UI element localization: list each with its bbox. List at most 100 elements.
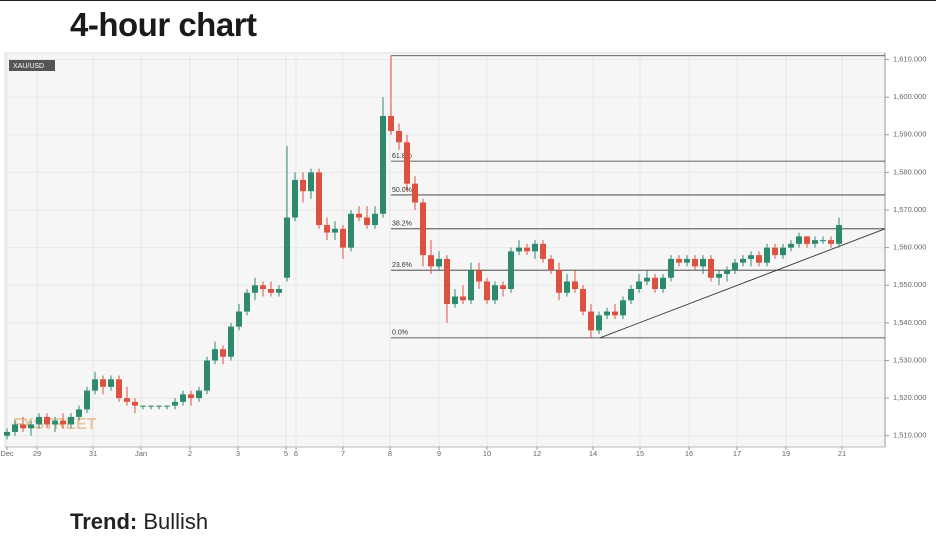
candle-body <box>460 296 466 301</box>
y-tick-label: 1,610.000 <box>893 55 926 64</box>
candle-body <box>388 115 394 131</box>
x-tick-label: 17 <box>733 449 741 458</box>
x-tick-label: Dec <box>0 449 14 458</box>
candle-body <box>300 179 306 192</box>
x-tick-label: 7 <box>341 449 345 458</box>
candle-body <box>556 270 562 293</box>
candle-body <box>284 217 290 278</box>
fib-label: 0.0% <box>392 330 408 337</box>
candle-body <box>628 289 634 301</box>
candle-body <box>204 360 210 391</box>
candle-body <box>404 142 410 184</box>
candle-body <box>620 300 626 316</box>
fib-label: 38.2% <box>392 221 412 228</box>
candle-body <box>796 236 802 244</box>
candle-body <box>732 262 738 271</box>
candle-body <box>268 289 274 293</box>
candle-body <box>660 277 666 289</box>
candle-body <box>364 217 370 226</box>
candle-body <box>68 416 74 425</box>
candle-body <box>44 416 50 425</box>
x-tick-label: 10 <box>483 449 491 458</box>
candle-body <box>612 311 618 316</box>
candle-body <box>164 405 170 407</box>
y-tick-label: 1,590.000 <box>893 130 926 139</box>
candle-body <box>468 270 474 301</box>
candle-body <box>188 394 194 399</box>
candle-body <box>308 172 314 192</box>
candle-body <box>692 258 698 267</box>
candle-body <box>836 225 842 244</box>
y-tick-label: 1,520.000 <box>893 393 926 402</box>
candle-body <box>500 285 506 289</box>
x-tick-label: 9 <box>437 449 441 458</box>
x-tick-label: 5 <box>284 449 288 458</box>
y-tick-label: 1,510.000 <box>893 431 926 440</box>
candle-body <box>604 311 610 316</box>
candle-body <box>156 405 162 407</box>
y-tick-label: 1,550.000 <box>893 280 926 289</box>
candle-body <box>444 258 450 305</box>
candle-body <box>492 285 498 301</box>
candle-body <box>652 277 658 289</box>
candle-body <box>340 228 346 248</box>
x-tick-label: 8 <box>388 449 392 458</box>
candle-body <box>244 292 250 312</box>
candle-body <box>324 225 330 233</box>
candle-body <box>804 236 810 244</box>
candle-body <box>132 401 138 406</box>
candle-body <box>564 281 570 293</box>
candle-body <box>196 390 202 399</box>
candle-body <box>372 213 378 226</box>
plot-background <box>4 52 886 448</box>
candle-body <box>548 258 554 271</box>
x-tick-label: 21 <box>838 449 846 458</box>
candle-body <box>772 247 778 256</box>
candle-body <box>236 311 242 327</box>
x-tick-label: 12 <box>533 449 541 458</box>
candle-body <box>12 424 18 432</box>
candle-body <box>276 289 282 293</box>
candle-body <box>708 258 714 278</box>
candle-body <box>596 315 602 331</box>
candle-body <box>516 247 522 252</box>
candle-body <box>676 258 682 263</box>
candle-body <box>380 115 386 214</box>
candle-body <box>172 401 178 406</box>
candle-body <box>292 179 298 218</box>
candle-body <box>212 349 218 361</box>
candle-body <box>828 240 834 244</box>
fib-label: 61.8% <box>392 153 412 160</box>
candle-body <box>580 289 586 312</box>
y-tick-label: 1,570.000 <box>893 205 926 214</box>
candle-body <box>348 213 354 248</box>
x-tick-label: 16 <box>685 449 693 458</box>
candle-body <box>124 398 130 402</box>
candle-body <box>508 251 514 289</box>
y-tick-label: 1,540.000 <box>893 318 926 327</box>
candle-body <box>764 247 770 263</box>
candle-body <box>20 424 26 429</box>
candle-body <box>452 296 458 305</box>
candle-body <box>532 243 538 252</box>
candle-body <box>436 258 442 267</box>
candle-body <box>524 247 530 252</box>
chart: XAU/USD FXSTREET 1,510.0001,520.0001,530… <box>0 52 926 458</box>
trend-value: Bullish <box>143 509 209 534</box>
candle-body <box>92 379 98 391</box>
candle-body <box>4 431 10 436</box>
y-tick-label: 1,580.000 <box>893 167 926 176</box>
candle-body <box>588 311 594 331</box>
candle-body <box>700 258 706 267</box>
x-tick-label: 6 <box>294 449 298 458</box>
x-tick-label: 31 <box>89 449 97 458</box>
candle-body <box>28 424 34 429</box>
candle-body <box>484 281 490 301</box>
candle-body <box>76 409 82 417</box>
candle-body <box>60 420 66 425</box>
candle-body <box>716 273 722 278</box>
x-tick-label: 15 <box>636 449 644 458</box>
candle-body <box>428 255 434 267</box>
x-tick-label: 3 <box>236 449 240 458</box>
